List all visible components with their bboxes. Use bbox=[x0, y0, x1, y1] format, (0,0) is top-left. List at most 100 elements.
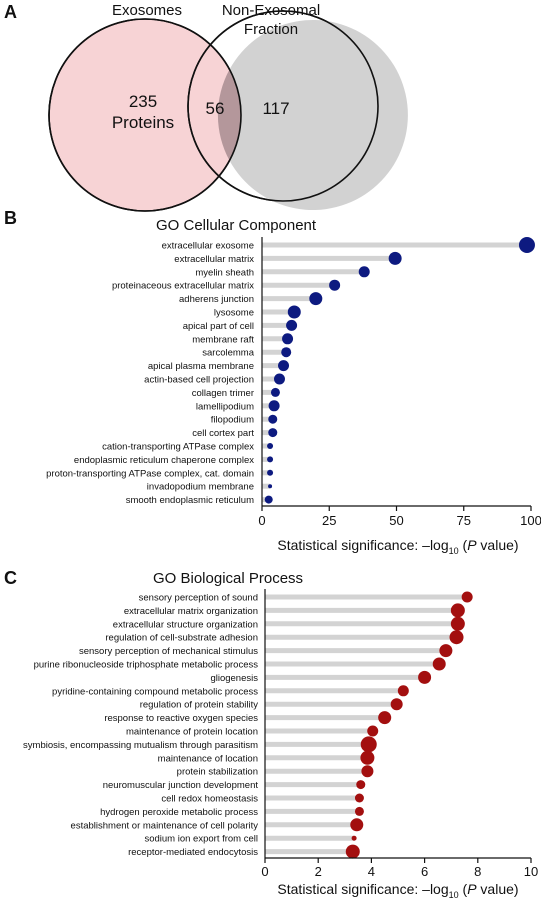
data-point bbox=[358, 266, 370, 278]
category-label: sarcolemma bbox=[202, 348, 254, 359]
data-point bbox=[267, 469, 274, 476]
category-label: collagen trimer bbox=[192, 388, 254, 399]
data-point bbox=[267, 456, 274, 463]
venn-outline-right bbox=[187, 10, 379, 202]
category-label: membrane raft bbox=[192, 334, 254, 345]
data-point bbox=[518, 237, 535, 253]
x-axis-title: Statistical significance: –log10 (P valu… bbox=[277, 537, 518, 556]
data-point bbox=[390, 698, 403, 711]
category-label: sensory perception of sound bbox=[139, 593, 258, 604]
category-label: maintenance of location bbox=[158, 753, 258, 764]
data-point bbox=[354, 793, 364, 803]
category-label: extracellular exosome bbox=[162, 241, 254, 252]
category-label: apical plasma membrane bbox=[148, 361, 254, 372]
venn-count-non-exosomal: 117 bbox=[262, 99, 289, 118]
x-axis-title-sub: 10 bbox=[449, 546, 459, 556]
chart-title: GO Biological Process bbox=[153, 570, 303, 587]
category-label: actin-based cell projection bbox=[144, 375, 254, 386]
venn-overlap bbox=[217, 69, 241, 161]
venn-label-non-exosomal-2: Fraction bbox=[244, 21, 298, 38]
category-label: regulation of protein stability bbox=[140, 700, 259, 711]
data-point bbox=[351, 835, 357, 841]
chart-title: GO Cellular Component bbox=[156, 217, 317, 234]
data-point bbox=[378, 711, 392, 725]
x-tick-label: 10 bbox=[524, 864, 538, 879]
x-axis-title-italic: P bbox=[467, 537, 477, 553]
venn-label-exosomes: Exosomes bbox=[112, 2, 182, 19]
data-point bbox=[268, 414, 278, 424]
category-label: lamellipodium bbox=[196, 401, 254, 412]
data-point bbox=[461, 591, 473, 603]
category-label: cell cortex part bbox=[192, 428, 254, 439]
category-label: invadopodium membrane bbox=[147, 482, 254, 493]
x-tick-label: 4 bbox=[368, 864, 375, 879]
category-label: lysosome bbox=[214, 308, 254, 319]
x-tick-label: 100 bbox=[520, 513, 541, 528]
category-label: establishment or maintenance of cell pol… bbox=[71, 820, 259, 831]
category-label: sensory perception of mechanical stimulu… bbox=[79, 646, 258, 657]
category-label: endoplasmic reticulum chaperone complex bbox=[74, 455, 254, 466]
x-axis-title-italic: P bbox=[467, 881, 477, 897]
category-label: extracellular matrix bbox=[174, 254, 254, 265]
data-point bbox=[354, 806, 364, 816]
chart-cellular-component: B GO Cellular Component extracellular ex… bbox=[4, 208, 541, 556]
data-point bbox=[273, 373, 285, 385]
x-axis-title-suffix: value) bbox=[477, 881, 519, 897]
data-point bbox=[360, 736, 377, 753]
category-label: sodium ion export from cell bbox=[144, 834, 258, 845]
category-label: pyridine-containing compound metabolic p… bbox=[52, 686, 258, 697]
panel-label-c: C bbox=[4, 568, 17, 588]
data-point bbox=[388, 251, 402, 265]
data-point bbox=[439, 644, 453, 658]
category-label: protein stabilization bbox=[177, 767, 258, 778]
data-point bbox=[432, 657, 446, 671]
data-point bbox=[450, 616, 465, 631]
data-point bbox=[397, 685, 409, 697]
x-tick-label: 0 bbox=[258, 513, 265, 528]
category-label: apical part of cell bbox=[183, 321, 254, 332]
category-label: filopodium bbox=[211, 415, 254, 426]
x-tick-label: 75 bbox=[457, 513, 471, 528]
data-point bbox=[449, 630, 464, 645]
x-axis-title-main: Statistical significance: –log bbox=[277, 537, 448, 553]
category-label: proton-transporting ATPase complex, cat.… bbox=[46, 468, 254, 479]
category-label: receptor-mediated endocytosis bbox=[128, 847, 258, 858]
category-label: smooth endoplasmic reticulum bbox=[126, 495, 254, 506]
x-tick-label: 25 bbox=[322, 513, 336, 528]
category-label: response to reactive oxygen species bbox=[104, 713, 258, 724]
data-point bbox=[450, 603, 465, 618]
category-label: extracellular matrix organization bbox=[124, 606, 258, 617]
data-point bbox=[360, 750, 375, 765]
x-axis-title-main: Statistical significance: –log bbox=[277, 881, 448, 897]
venn-right-only bbox=[229, 19, 408, 211]
venn-diagram: A Exosomes Non-Exosomal Fraction 235 Pro… bbox=[4, 2, 408, 212]
data-point bbox=[356, 780, 366, 790]
x-tick-label: 8 bbox=[474, 864, 481, 879]
category-label: gliogenesis bbox=[210, 673, 258, 684]
category-label: symbiosis, encompassing mutualism throug… bbox=[23, 740, 258, 751]
category-label: extracellular structure organization bbox=[113, 619, 258, 630]
category-label: hydrogen peroxide metabolic process bbox=[100, 807, 258, 818]
x-axis-title-suffix: value) bbox=[477, 537, 519, 553]
category-label: cation-transporting ATPase complex bbox=[102, 442, 254, 453]
category-label: purine ribonucleoside triphosphate metab… bbox=[34, 660, 259, 671]
data-point bbox=[361, 765, 374, 778]
data-point bbox=[281, 347, 292, 358]
venn-label-non-exosomal-1: Non-Exosomal bbox=[222, 2, 320, 19]
data-point bbox=[287, 305, 301, 319]
data-point bbox=[282, 333, 294, 345]
category-label: regulation of cell-substrate adhesion bbox=[105, 633, 258, 644]
x-axis-title: Statistical significance: –log10 (P valu… bbox=[277, 881, 518, 900]
x-tick-label: 2 bbox=[315, 864, 322, 879]
data-point bbox=[270, 387, 280, 397]
data-point bbox=[309, 292, 323, 306]
category-label: neuromuscular junction development bbox=[103, 780, 259, 791]
x-tick-label: 0 bbox=[261, 864, 268, 879]
x-axis-title-open: ( bbox=[459, 881, 468, 897]
category-label: myelin sheath bbox=[195, 267, 254, 278]
data-point bbox=[286, 319, 298, 331]
data-point bbox=[367, 725, 379, 737]
category-label: cell redox homeostasis bbox=[161, 794, 258, 805]
data-point bbox=[418, 670, 432, 684]
